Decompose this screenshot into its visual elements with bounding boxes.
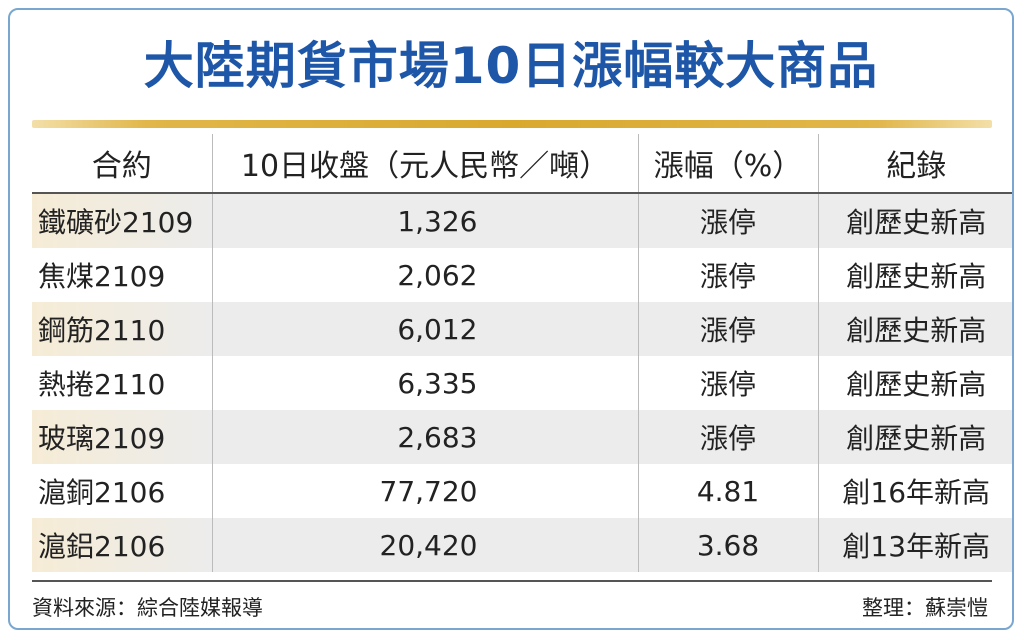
commodity-table: 合約 10日收盤（元人民幣／噸） 漲幅（%） 紀錄 鐵礦砂2109 1,326 … <box>32 134 1012 572</box>
source-note: 資料來源：綜合陸媒報導 <box>32 596 263 620</box>
cell-close-price: 1,326 <box>211 193 638 248</box>
cell-close-price: 2,062 <box>211 248 638 302</box>
cell-close-price: 77,720 <box>211 464 638 518</box>
cell-record: 創歷史新高 <box>817 410 1012 464</box>
table-row: 熱捲2110 6,335 漲停 創歷史新高 <box>32 356 1012 410</box>
cell-record: 創歷史新高 <box>817 356 1012 410</box>
table-row: 焦煤2109 2,062 漲停 創歷史新高 <box>32 248 1012 302</box>
table-row: 滬銅2106 77,720 4.81 創16年新高 <box>32 464 1012 518</box>
cell-contract: 滬鋁2106 <box>32 518 212 572</box>
cell-contract: 玻璃2109 <box>32 410 212 464</box>
title-underline <box>32 120 992 128</box>
cell-close-price: 6,012 <box>211 302 638 356</box>
table-header-row: 合約 10日收盤（元人民幣／噸） 漲幅（%） 紀錄 <box>32 134 1012 194</box>
table-row: 鐵礦砂2109 1,326 漲停 創歷史新高 <box>32 193 1012 248</box>
cell-change: 漲停 <box>637 356 818 410</box>
cell-close-price: 2,683 <box>211 410 638 464</box>
page-title: 大陸期貨市場10日漲幅較大商品 <box>143 37 879 95</box>
cell-contract: 鋼筋2110 <box>32 302 212 356</box>
cell-change: 4.81 <box>637 464 818 518</box>
infographic-frame: 大陸期貨市場10日漲幅較大商品 合約 10日收盤（元人民幣／噸） 漲幅（%） 紀… <box>8 8 1014 630</box>
cell-change: 漲停 <box>637 193 818 248</box>
cell-close-price: 6,335 <box>211 356 638 410</box>
table-row: 鋼筋2110 6,012 漲停 創歷史新高 <box>32 302 1012 356</box>
cell-record: 創16年新高 <box>817 464 1012 518</box>
header-change: 漲幅（%） <box>637 134 818 194</box>
footer-divider <box>32 580 992 582</box>
cell-change: 漲停 <box>637 248 818 302</box>
cell-close-price: 20,420 <box>211 518 638 572</box>
editor-credit: 整理：蘇崇愷 <box>862 596 988 620</box>
table-row: 滬鋁2106 20,420 3.68 創13年新高 <box>32 518 1012 572</box>
header-contract: 合約 <box>32 134 212 194</box>
cell-contract: 焦煤2109 <box>38 260 166 293</box>
cell-change: 漲停 <box>637 302 818 356</box>
cell-change: 3.68 <box>637 518 818 572</box>
cell-change: 漲停 <box>637 410 818 464</box>
cell-record: 創歷史新高 <box>817 248 1012 302</box>
cell-record: 創歷史新高 <box>817 193 1012 248</box>
header-record: 紀錄 <box>817 134 1012 194</box>
cell-contract: 熱捲2110 <box>38 368 166 401</box>
cell-contract: 鐵礦砂2109 <box>32 193 212 248</box>
table-row: 玻璃2109 2,683 漲停 創歷史新高 <box>32 410 1012 464</box>
header-close-price: 10日收盤（元人民幣／噸） <box>211 134 638 194</box>
cell-record: 創13年新高 <box>817 518 1012 572</box>
cell-contract: 滬銅2106 <box>38 476 166 509</box>
cell-record: 創歷史新高 <box>817 302 1012 356</box>
